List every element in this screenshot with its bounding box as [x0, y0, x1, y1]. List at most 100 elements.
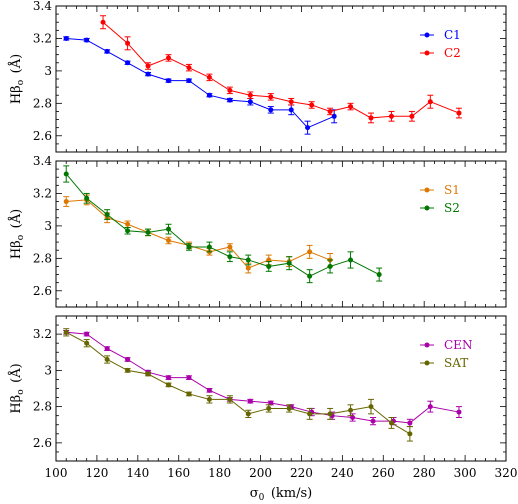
legend-label: S2 — [444, 201, 460, 215]
data-point — [206, 244, 212, 250]
series-line — [66, 37, 335, 129]
series-cen — [63, 329, 462, 428]
y-tick-label: 3.4 — [33, 0, 52, 13]
data-point — [166, 382, 171, 388]
data-point — [125, 221, 131, 227]
series-c2 — [100, 15, 462, 124]
legend-marker — [424, 50, 430, 56]
x-tick-label: 160 — [167, 466, 190, 480]
x-tick-label: 200 — [249, 466, 272, 480]
x-axis-title: σ0 (km/s) — [250, 486, 313, 503]
data-point — [145, 371, 151, 377]
legend-marker — [424, 342, 430, 348]
legend-marker — [424, 187, 430, 193]
data-point — [100, 19, 106, 25]
data-point — [368, 115, 374, 121]
data-point — [125, 60, 131, 66]
plot-frame — [55, 5, 507, 153]
data-point — [104, 48, 110, 54]
panel-1: 2.6 2.8 3 3.2 3.4 Hβo (Å) C1 C2 — [8, 0, 507, 153]
data-point — [247, 92, 253, 98]
legend-label: S1 — [444, 183, 460, 197]
data-point — [266, 263, 272, 269]
x-tick-label: 120 — [85, 466, 108, 480]
y-tick-label: 3 — [44, 363, 52, 377]
data-point — [266, 405, 272, 411]
data-point — [348, 104, 354, 110]
data-point — [407, 420, 413, 426]
data-point — [427, 99, 433, 105]
data-point — [305, 125, 311, 131]
data-point — [206, 92, 212, 98]
data-point — [125, 367, 131, 373]
data-point — [286, 405, 292, 411]
data-point — [84, 37, 90, 43]
data-point — [84, 195, 90, 201]
plot-frame — [55, 160, 507, 308]
series-s1 — [63, 194, 334, 274]
data-point — [186, 391, 192, 397]
data-point — [206, 396, 212, 402]
data-point — [186, 375, 192, 381]
x-tick-label: 140 — [126, 466, 149, 480]
data-point — [348, 257, 354, 263]
legend-marker — [424, 32, 430, 38]
data-point — [227, 244, 233, 250]
data-point — [227, 396, 233, 402]
data-point — [84, 331, 90, 337]
y-tick-label: 2.8 — [33, 400, 52, 414]
data-point — [245, 257, 251, 263]
series-c1 — [63, 35, 338, 135]
data-point — [104, 346, 110, 352]
y-axis-title: Hβo (Å) — [8, 54, 26, 104]
data-point — [268, 107, 274, 113]
data-point — [376, 272, 382, 278]
series-sat — [63, 328, 413, 442]
series-line — [66, 331, 460, 424]
data-point — [245, 265, 251, 271]
data-point — [327, 108, 333, 114]
y-tick-label: 3 — [44, 64, 52, 78]
y-tick-label: 2.6 — [33, 436, 52, 450]
data-point — [145, 71, 151, 77]
data-point — [166, 55, 171, 61]
data-point — [427, 404, 433, 410]
data-point — [186, 244, 192, 250]
data-point — [388, 420, 394, 426]
data-point — [84, 340, 90, 346]
x-tick-label: 220 — [290, 466, 313, 480]
y-tick-label: 3.4 — [33, 154, 52, 168]
data-point — [227, 97, 233, 103]
legend-label: C1 — [444, 28, 461, 42]
data-point — [247, 398, 253, 404]
data-point — [227, 87, 233, 93]
x-tick-label: 260 — [372, 466, 395, 480]
x-tick-label: 280 — [413, 466, 436, 480]
data-point — [227, 254, 233, 260]
y-tick-label: 3.2 — [33, 327, 52, 341]
data-point — [125, 228, 131, 234]
data-point — [456, 409, 462, 415]
series-line — [65, 173, 380, 277]
data-point — [166, 237, 171, 243]
data-point — [309, 102, 315, 108]
data-point — [307, 411, 313, 417]
data-point — [247, 99, 253, 105]
data-point — [206, 74, 212, 80]
y-tick-label: 3 — [44, 219, 52, 233]
plot-frame — [55, 315, 507, 462]
data-point — [327, 411, 333, 417]
panel-3: 2.6 2.8 3 3.2 100 120 140 160 180 200 220 240 260 280… — [8, 315, 517, 503]
data-point — [268, 400, 274, 406]
y-axis-title: Hβo (Å) — [8, 363, 26, 413]
y-tick-label: 2.6 — [33, 129, 52, 143]
legend-marker — [424, 360, 430, 366]
data-point — [63, 35, 69, 41]
data-point — [186, 78, 192, 84]
data-point — [350, 415, 356, 420]
data-point — [206, 387, 212, 393]
data-point — [125, 357, 131, 362]
data-point — [288, 107, 294, 113]
series-line — [65, 331, 411, 435]
